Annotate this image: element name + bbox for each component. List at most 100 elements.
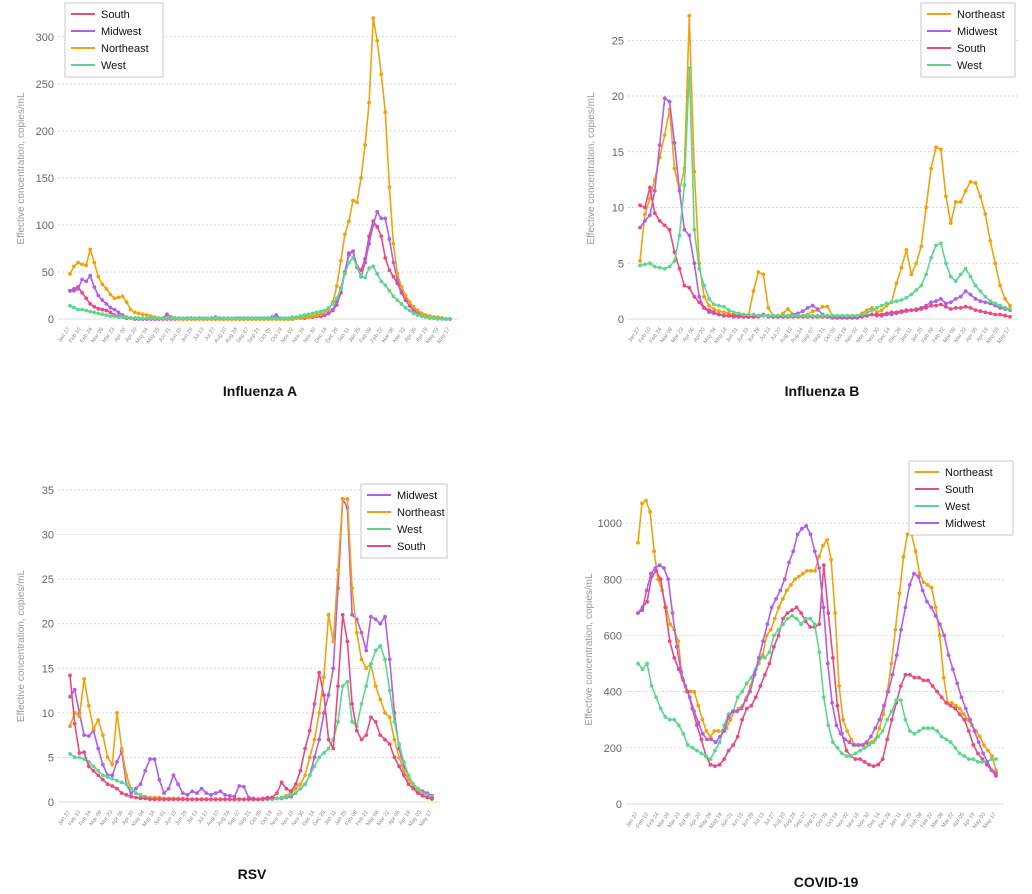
data-point-west: [407, 308, 412, 313]
data-point-south: [354, 728, 359, 733]
data-point-northeast: [347, 219, 351, 224]
data-point-northeast: [331, 639, 336, 644]
data-point-south: [870, 312, 874, 317]
data-point-west: [767, 650, 772, 655]
data-point-west: [849, 754, 853, 759]
data-point-south: [303, 746, 307, 751]
data-point-west: [973, 283, 978, 288]
data-point-northeast: [140, 312, 145, 317]
data-point-south: [889, 310, 894, 315]
data-point-west: [858, 748, 862, 753]
data-point-west: [963, 266, 968, 271]
data-point-south: [379, 234, 384, 239]
data-point-northeast: [988, 239, 993, 243]
data-point-south: [667, 227, 672, 232]
data-point-midwest: [976, 740, 981, 745]
data-point-west: [246, 316, 250, 320]
data-point-midwest: [968, 292, 973, 297]
data-point-south: [835, 703, 840, 708]
data-point-west: [326, 305, 331, 310]
data-point-midwest: [709, 737, 714, 742]
data-point-south: [80, 290, 84, 295]
data-point-west: [993, 301, 998, 306]
data-point-south: [110, 784, 115, 788]
data-point-northeast: [306, 315, 311, 319]
data-point-south: [246, 797, 251, 802]
y-tick-label: 20: [42, 619, 54, 631]
data-point-west: [702, 283, 706, 288]
data-point-west: [722, 304, 726, 309]
data-point-south: [871, 764, 876, 768]
data-point-south: [209, 797, 213, 802]
data-point-south: [966, 729, 971, 733]
data-point-northeast: [379, 72, 384, 77]
data-point-south: [166, 797, 171, 802]
data-point-south: [322, 693, 326, 697]
data-point-south: [397, 764, 401, 769]
data-point-northeast: [644, 498, 648, 503]
data-point-west: [278, 316, 283, 320]
data-point-midwest: [968, 717, 972, 722]
data-point-west: [185, 316, 190, 320]
data-point-south: [749, 703, 754, 708]
data-point-west: [808, 616, 813, 621]
data-point-west: [76, 307, 80, 312]
data-point-midwest: [948, 300, 953, 305]
data-point-northeast: [392, 737, 397, 742]
data-point-south: [697, 300, 702, 305]
data-point-northeast: [776, 605, 781, 610]
data-point-west: [740, 689, 745, 694]
data-point-midwest: [843, 737, 847, 742]
data-point-midwest: [371, 223, 376, 227]
data-point-midwest: [209, 793, 213, 797]
data-point-west: [652, 264, 657, 269]
data-point-northeast: [317, 711, 322, 715]
series-line-west: [69, 645, 433, 801]
y-tick-label: 25: [42, 574, 54, 586]
data-point-south: [373, 719, 378, 724]
data-point-west: [865, 311, 869, 316]
data-point-northeast: [934, 145, 938, 150]
data-point-midwest: [925, 599, 929, 604]
data-point-west: [917, 729, 921, 733]
series-line-northeast: [637, 499, 997, 771]
data-point-northeast: [96, 274, 101, 279]
data-point-midwest: [877, 717, 882, 722]
data-point-west: [213, 316, 218, 320]
data-point-west: [104, 313, 109, 318]
data-point-northeast: [961, 712, 966, 716]
data-point-northeast: [889, 661, 894, 666]
data-point-west: [751, 312, 756, 317]
data-point-south: [874, 312, 879, 317]
data-point-west: [958, 272, 963, 277]
data-point-midwest: [815, 307, 820, 311]
data-point-northeast: [383, 110, 388, 114]
data-point-south: [904, 308, 909, 312]
data-point-midwest: [662, 96, 667, 101]
data-point-northeast: [383, 711, 387, 715]
data-point-west: [392, 719, 397, 724]
data-point-west: [173, 316, 178, 320]
data-point-south: [767, 661, 772, 666]
data-point-west: [425, 793, 430, 797]
data-point-northeast: [656, 577, 660, 582]
chart-panel-influenza-b: 0 5 10 15 20 25 Effective concentration, copie…: [520, 0, 1032, 420]
data-point-west: [221, 316, 226, 320]
series-line-south: [639, 186, 1011, 318]
data-point-midwest: [972, 729, 977, 733]
data-point-midwest: [778, 588, 783, 593]
data-point-northeast: [994, 768, 998, 773]
data-point-northeast: [789, 583, 793, 587]
data-point-south: [157, 797, 162, 802]
data-point-west: [420, 791, 425, 795]
data-point-west: [794, 616, 799, 621]
data-point-midwest: [369, 614, 373, 619]
data-point-northeast: [986, 748, 990, 753]
data-point-south: [658, 577, 663, 582]
data-point-south: [652, 211, 657, 216]
data-point-west: [790, 613, 794, 618]
data-point-west: [929, 255, 933, 260]
data-point-northeast: [76, 260, 80, 265]
data-point-midwest: [696, 720, 701, 725]
data-point-south: [162, 797, 166, 802]
